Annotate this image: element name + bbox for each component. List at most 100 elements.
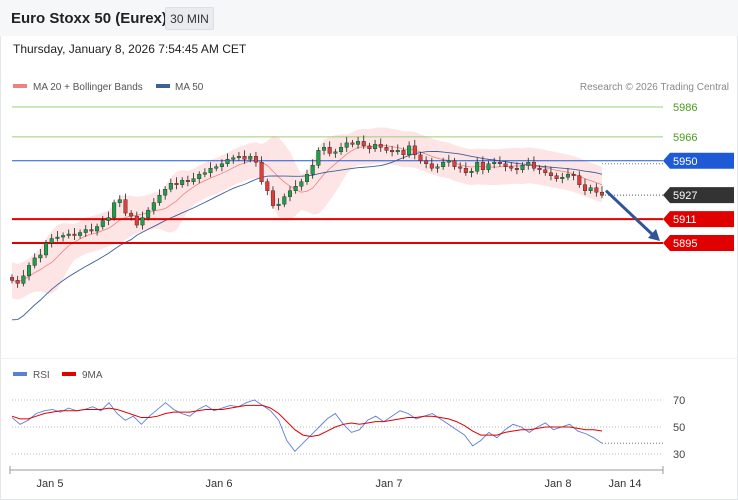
candle-body xyxy=(503,163,508,167)
candle-body xyxy=(100,220,105,227)
candle-body xyxy=(401,150,406,156)
candle-body xyxy=(95,226,100,232)
candle-body xyxy=(61,235,66,238)
candle-body xyxy=(548,172,553,176)
candle-body xyxy=(134,215,139,226)
candle-body xyxy=(44,242,49,256)
candle-body xyxy=(441,162,446,167)
candle-body xyxy=(356,141,361,145)
candle-body xyxy=(15,280,20,284)
candle-body xyxy=(140,217,145,226)
candle-body xyxy=(594,187,599,193)
level-tag-5895 xyxy=(663,235,734,251)
candle-body xyxy=(151,202,156,211)
candle-body xyxy=(509,166,514,169)
candle-body xyxy=(49,238,54,244)
time-label-jan-8: Jan 8 xyxy=(545,478,572,490)
candle-body xyxy=(520,165,525,170)
candle-body xyxy=(66,233,71,236)
candle-body xyxy=(418,154,423,162)
candle-body xyxy=(395,150,400,153)
time-label-jan-14: Jan 14 xyxy=(608,478,641,490)
rsi-series-9ma xyxy=(11,404,603,437)
candle-body xyxy=(333,151,338,154)
chart-title: Euro Stoxx 50 (Eurex) xyxy=(11,10,167,27)
candle-body xyxy=(412,145,417,156)
level-label-5895: 5895 xyxy=(673,238,697,250)
candle-body xyxy=(168,183,173,190)
candle-body xyxy=(248,156,253,160)
candle-body xyxy=(276,203,281,206)
candle-body xyxy=(367,145,372,150)
candle-body xyxy=(55,236,60,239)
candle-body xyxy=(72,233,77,236)
candle-body xyxy=(78,232,83,236)
candle-body xyxy=(361,141,366,147)
legend-swatch-rsi xyxy=(13,372,27,376)
candle-body xyxy=(106,217,111,221)
legend-swatch-9ma xyxy=(62,372,76,376)
level-label-5950: 5950 xyxy=(673,156,697,168)
candle-body xyxy=(293,186,298,191)
time-label-jan-7: Jan 7 xyxy=(376,478,403,490)
candle-body xyxy=(582,184,587,191)
candle-body xyxy=(373,144,378,150)
time-label-jan-5: Jan 5 xyxy=(37,478,64,490)
rsi-series-rsi xyxy=(11,399,603,452)
candle-body xyxy=(571,174,576,176)
candle-body xyxy=(157,194,162,203)
candle-body xyxy=(89,229,94,232)
rsi-plot: 70 50 30 xyxy=(11,395,685,461)
candle-body xyxy=(191,178,196,182)
candle-body xyxy=(588,187,593,191)
level-tag-5911 xyxy=(663,211,734,228)
candle-body xyxy=(163,188,168,196)
candle-body xyxy=(259,162,264,182)
candle-body xyxy=(225,159,230,164)
candle-body xyxy=(202,172,207,175)
candle-body xyxy=(350,142,355,145)
candle-body xyxy=(112,202,117,218)
level-tag-5950 xyxy=(663,152,734,169)
candle-body xyxy=(600,191,605,196)
candle-body xyxy=(322,147,327,151)
candle-body xyxy=(208,168,213,173)
candle-body xyxy=(390,150,395,153)
bollinger-band xyxy=(12,127,602,300)
candle-body xyxy=(117,199,122,203)
level-label-5986: 5986 xyxy=(673,102,697,114)
rsi-tick-30: 30 xyxy=(673,449,685,461)
rsi-tick-70: 70 xyxy=(673,395,685,407)
candle-body xyxy=(21,275,26,284)
time-label-jan-6: Jan 6 xyxy=(206,478,233,490)
candle-body xyxy=(537,168,542,170)
candle-body xyxy=(299,181,304,187)
candle-body xyxy=(384,147,389,151)
candle-body xyxy=(486,163,491,170)
timeframe-selector[interactable]: 30 MIN xyxy=(165,7,214,30)
level-tag-5927 xyxy=(663,187,734,204)
level-label-5911: 5911 xyxy=(673,214,697,226)
candle-body xyxy=(129,212,134,217)
candle-body xyxy=(174,183,179,185)
candle-body xyxy=(577,175,582,185)
candle-body xyxy=(197,174,202,179)
candle-body xyxy=(38,254,43,259)
candle-body xyxy=(446,160,451,163)
legend-swatch-ma50 xyxy=(156,84,170,88)
candle-body xyxy=(344,142,349,148)
candle-body xyxy=(9,277,14,281)
candle-body xyxy=(339,147,344,153)
candle-body xyxy=(424,160,429,164)
candle-body xyxy=(305,174,310,182)
candle-body xyxy=(407,145,412,156)
candle-body xyxy=(146,209,151,218)
candle-body xyxy=(480,162,485,170)
candle-body xyxy=(242,156,247,160)
legend-label-rsi: RSI xyxy=(33,370,50,381)
candle-body xyxy=(514,168,519,170)
legend-label-ma20: MA 20 + Bollinger Bands xyxy=(33,82,143,93)
candle-body xyxy=(310,165,315,175)
candle-body xyxy=(452,160,457,167)
